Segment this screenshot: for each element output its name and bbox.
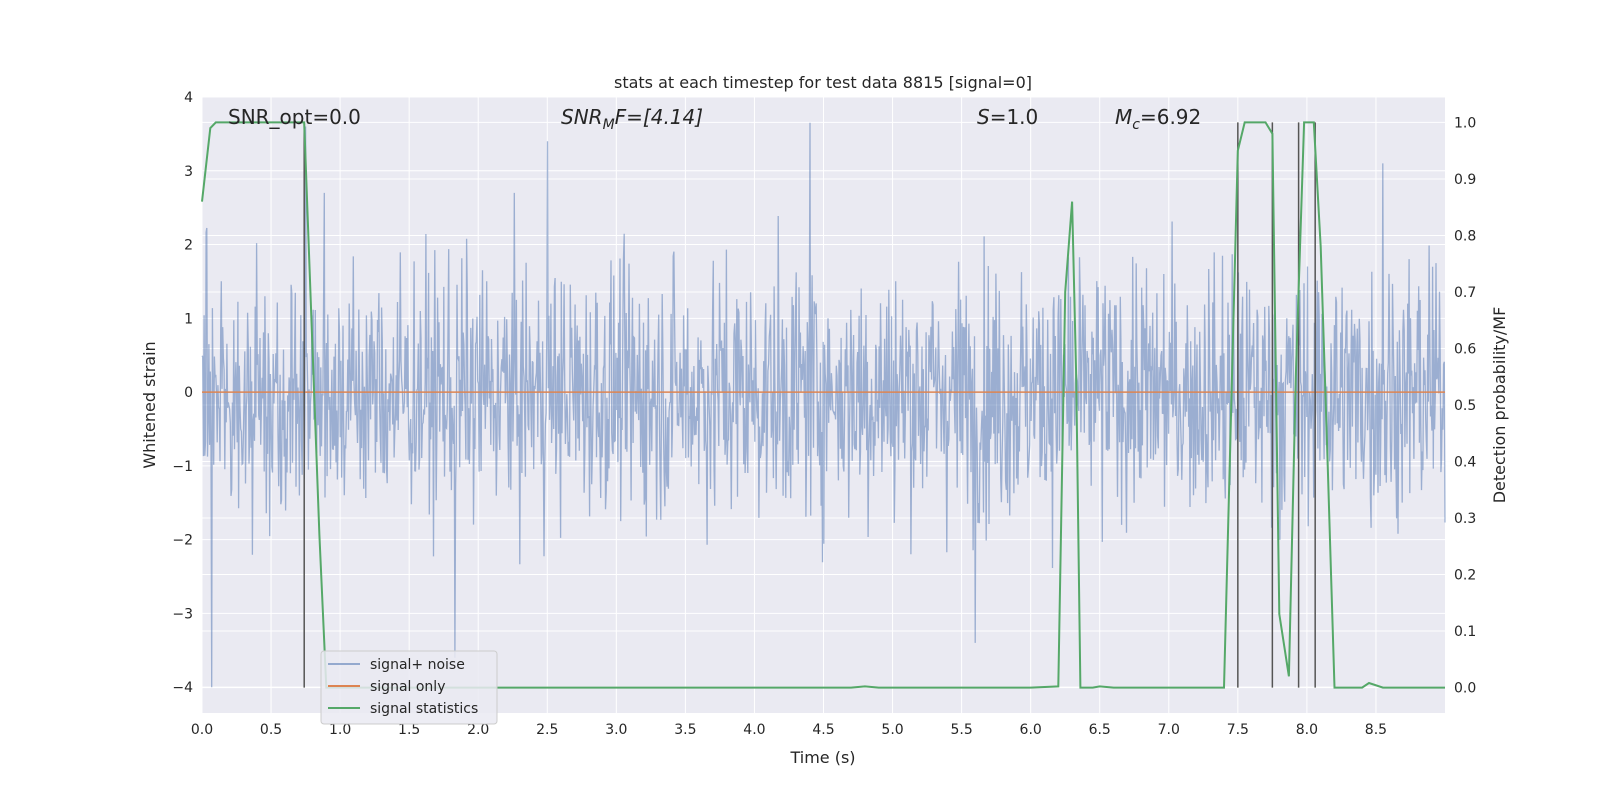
y-right-tick-label: 0.8 — [1454, 228, 1476, 244]
y-right-axis-label: Detection probability/MF — [1490, 307, 1509, 504]
y-tick-label: 1 — [184, 311, 193, 327]
legend-label-signal-noise: signal+ noise — [370, 657, 465, 673]
x-tick-label: 3.0 — [605, 722, 627, 738]
annotation-s: S=1.0 — [977, 105, 1038, 129]
x-tick-label: 0.5 — [260, 722, 282, 738]
x-tick-label: 4.0 — [743, 722, 765, 738]
y-right-tick-label: 0.4 — [1454, 455, 1476, 471]
x-tick-label: 6.5 — [1089, 722, 1111, 738]
vertical-markers — [303, 122, 1316, 688]
y-tick-label: −4 — [172, 680, 193, 696]
x-tick-label: 7.5 — [1227, 722, 1249, 738]
x-tick-label: 1.5 — [398, 722, 420, 738]
y-right-tick-label: 0.5 — [1454, 398, 1476, 414]
legend-box — [320, 650, 498, 725]
y-right-tick-label: 0.9 — [1454, 172, 1476, 188]
y-axis-label: Whitened strain — [140, 341, 159, 468]
y-tick-label: 4 — [184, 90, 193, 106]
x-tick-label: 6.0 — [1020, 722, 1042, 738]
y-tick-label: −3 — [172, 606, 193, 622]
legend-label-signal-statistics: signal statistics — [370, 701, 478, 717]
annotation-snr-opt: SNR_opt=0.0 — [228, 105, 361, 129]
y-right-tick-label: 0.7 — [1454, 285, 1476, 301]
x-tick-label: 1.0 — [329, 722, 351, 738]
x-axis-label: Time (s) — [789, 748, 855, 767]
y-right-tick-labels: 0.0 0.1 0.2 0.3 0.4 0.5 0.6 0.7 0.8 0.9 1.0 — [1454, 115, 1476, 696]
x-tick-label: 0.0 — [191, 722, 213, 738]
y-tick-label: 0 — [184, 385, 193, 401]
legend: signal+ noise signal only signal statist… — [320, 650, 498, 725]
y-right-tick-label: 0.6 — [1454, 341, 1476, 357]
x-tick-label: 8.5 — [1365, 722, 1387, 738]
y-tick-label: 2 — [184, 238, 193, 254]
x-tick-label: 3.5 — [674, 722, 696, 738]
x-tick-label: 5.5 — [950, 722, 972, 738]
chart-title: stats at each timestep for test data 881… — [614, 73, 1032, 92]
x-tick-label: 5.0 — [881, 722, 903, 738]
y-right-tick-label: 0.1 — [1454, 624, 1476, 640]
x-tick-label: 4.5 — [812, 722, 834, 738]
y-tick-label: −1 — [172, 459, 193, 475]
annotation-mc: Mc=6.92 — [1115, 105, 1201, 133]
x-tick-label: 7.0 — [1158, 722, 1180, 738]
y-tick-labels: −4 −3 −2 −1 0 1 2 3 4 — [172, 90, 193, 696]
x-tick-label: 2.5 — [536, 722, 558, 738]
signal-statistics-series — [201, 121, 1445, 689]
y-tick-label: −2 — [172, 533, 193, 549]
y-right-tick-label: 0.0 — [1454, 681, 1476, 697]
y-right-tick-label: 0.3 — [1454, 511, 1476, 527]
x-tick-label: 2.0 — [467, 722, 489, 738]
y-right-tick-label: 1.0 — [1454, 115, 1476, 131]
x-tick-label: 8.0 — [1296, 722, 1318, 738]
x-tick-labels: 0.0 0.5 1.0 1.5 2.0 2.5 3.0 3.5 4.0 4.5 5.0 5.5 6.0 6… — [191, 722, 1387, 738]
legend-label-signal-only: signal only — [370, 679, 445, 695]
y-right-tick-label: 0.2 — [1454, 568, 1476, 584]
y-tick-label: 3 — [184, 164, 193, 180]
annotation-snr-mf: SNRMF=[4.14] — [561, 105, 703, 133]
